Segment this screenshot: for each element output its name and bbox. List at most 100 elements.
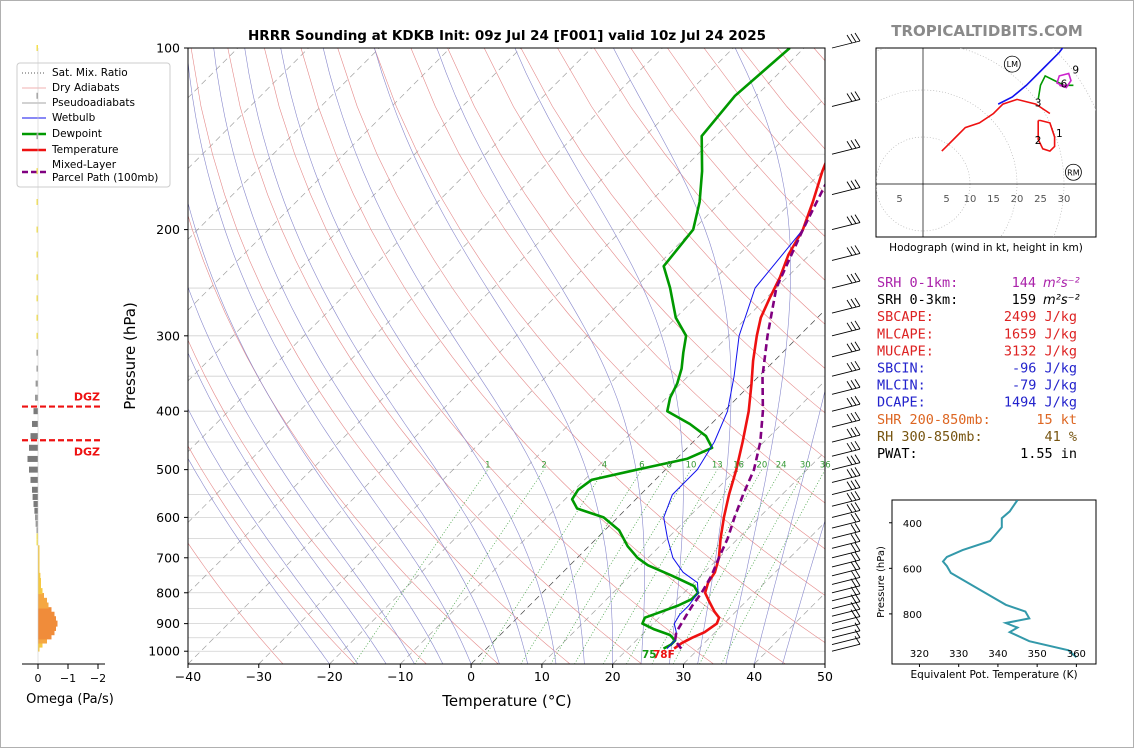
mixing-ratio-label: 13 (712, 461, 723, 471)
theta-y-tick-label: 600 (903, 564, 922, 575)
wind-barb-flag (846, 247, 853, 256)
wind-barb-flag (854, 523, 861, 532)
site-watermark: TROPICALTIDBITS.COM (891, 22, 1083, 40)
param-value: 1659 J/kg (1004, 326, 1077, 342)
wind-barb-flag (846, 397, 853, 407)
wind-barb-flag (846, 413, 853, 423)
dry-adiabat (374, 48, 825, 596)
hodograph-trace (997, 48, 1064, 105)
pseudoadiabat (753, 389, 825, 664)
wind-barb-flag (846, 34, 853, 44)
wind-barb-flag (854, 608, 861, 617)
wind-barb (831, 222, 861, 231)
wind-barb-flag (854, 138, 861, 148)
pseudoadiabat (613, 48, 732, 664)
wind-barb (831, 487, 861, 496)
omega-bar (36, 314, 38, 321)
omega-bar (38, 578, 41, 585)
wind-barb (831, 448, 861, 457)
param-value: -96 J/kg (1012, 361, 1077, 377)
omega-xlabel: Omega (Pa/s) (26, 692, 114, 707)
isotherm (612, 451, 825, 664)
wind-barb (831, 608, 861, 617)
omega-bar (36, 274, 38, 281)
wind-barb-flag (854, 542, 861, 552)
dry-adiabat (410, 48, 825, 550)
hodograph-ring-label: 25 (1034, 194, 1047, 205)
isotherm (329, 168, 825, 664)
wind-barb-flag (846, 322, 853, 332)
omega-bar (36, 133, 38, 140)
dry-adiabat (337, 48, 825, 643)
legend-dewpoint: Dewpoint (52, 128, 102, 140)
x-tick-label: −20 (316, 669, 342, 684)
legend: Sat. Mix. Ratio Dry Adiabats Pseudoadiab… (16, 62, 171, 188)
param-label: MLCIN: (877, 378, 926, 394)
y-tick-label: 100 (156, 41, 180, 56)
omega-bar (38, 583, 41, 590)
hodograph-frame (875, 47, 1097, 238)
x-tick-label: 10 (534, 669, 550, 684)
pseudoadiabat (244, 48, 528, 664)
wind-barb (831, 530, 861, 539)
isotherm (683, 521, 825, 664)
dry-adiabat (557, 48, 825, 369)
skewt-frame (187, 47, 826, 665)
x-tick-label: 0 (467, 669, 475, 684)
param-label: PWAT: (877, 446, 918, 462)
mixing-ratio-line (721, 469, 825, 664)
pseudoadiabat (322, 48, 585, 664)
dry-adiabat (188, 542, 284, 664)
omega-bar (38, 629, 55, 636)
param-value: 3132 J/kg (1004, 343, 1077, 359)
wind-barb-flag (846, 428, 853, 438)
wind-barb-flag (850, 380, 857, 389)
dry-adiabat (300, 48, 786, 664)
mixing-ratio-labels: 1 2 4 6 8 10 13 16 20 24 30 36 (485, 461, 830, 471)
theta-e-ylabel: Pressure (hPa) (876, 546, 887, 618)
mixing-ratio-label: 36 (820, 461, 831, 471)
omega-bar (35, 394, 38, 401)
storm-motion-label: RM (1067, 168, 1080, 177)
wind-barb-flag (854, 426, 861, 436)
legend-wetbulb: Wetbulb (52, 112, 96, 124)
theta-x-tick-label: 340 (988, 649, 1007, 660)
omega-bar (36, 251, 38, 258)
wind-barb-flag (846, 456, 853, 465)
wind-barb (831, 328, 861, 337)
wind-barb (831, 40, 861, 49)
param-value: 2499 J/kg (1004, 309, 1077, 325)
storm-motion-marker (1065, 163, 1082, 181)
mixing-ratio-line (480, 469, 605, 664)
wind-barb-flag (850, 361, 857, 371)
wind-barb-flag (846, 343, 853, 353)
pseudoadiabat (213, 48, 500, 664)
y-tick-label: 1000 (148, 644, 180, 659)
param-value: 41 % (1044, 429, 1077, 445)
hodograph-ring-label: 15 (987, 194, 1000, 205)
omega-bar (36, 533, 38, 540)
wind-barb-flag (846, 274, 853, 284)
wind-barb-flag (854, 454, 861, 463)
wind-barb (831, 540, 861, 549)
wind-barb-flag (846, 493, 853, 502)
omega-bar (36, 349, 38, 356)
legend-temperature: Temperature (51, 144, 119, 156)
wind-barb-flag (850, 543, 857, 553)
dgz-label: DGZ (74, 445, 100, 458)
hodograph-trace (1037, 119, 1056, 153)
omega-bar (38, 567, 40, 574)
omega-bar (36, 539, 38, 546)
height-label: 3 (1035, 97, 1042, 109)
isotherm (188, 48, 592, 453)
omega-bar (38, 607, 52, 614)
wind-barb-flag (846, 140, 853, 150)
height-label: 2 (1035, 135, 1042, 147)
wind-barb (831, 616, 861, 625)
series-wetbulb (663, 229, 804, 649)
wind-barb-flag (850, 586, 857, 596)
mixing-ratio-label: 4 (602, 461, 607, 471)
omega-bar (38, 641, 43, 648)
theta-e-panel: 320 330 340 350 360 400 600 800 (889, 500, 1086, 667)
hodograph (876, 48, 1096, 237)
